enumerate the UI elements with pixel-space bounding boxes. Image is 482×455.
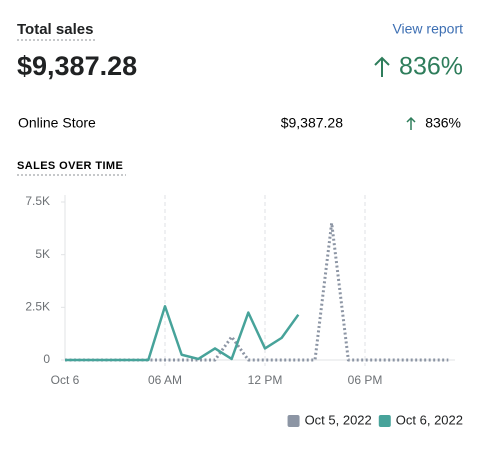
view-report-link[interactable]: View report: [392, 21, 463, 37]
x-tick-label: 06 AM: [148, 373, 182, 387]
y-tick-label: 5K: [35, 247, 50, 261]
legend-swatch: [287, 415, 300, 427]
x-tick-label: 12 PM: [248, 373, 283, 387]
channel-name: Online Store: [18, 115, 96, 131]
up-arrow: [374, 56, 390, 77]
card-title: Total sales: [17, 21, 93, 38]
y-tick-label: 0: [43, 352, 50, 366]
total-sales: $9,387.28: [17, 51, 137, 81]
x-tick-label: Oct 6: [51, 373, 80, 387]
legend-label: Oct 6, 2022: [396, 412, 463, 427]
series-line: [65, 221, 449, 362]
legend-label: Oct 5, 2022: [305, 412, 372, 427]
legend-swatch: [378, 415, 391, 427]
y-tick-label: 2.5K: [25, 300, 50, 314]
chart-title: SALES OVER TIME: [17, 160, 123, 172]
up-arrow: [406, 116, 416, 130]
x-tick-label: 06 PM: [348, 373, 383, 387]
channel-change: 836%: [425, 115, 461, 131]
total-change: 836%: [399, 53, 463, 81]
channel-sales: $9,387.28: [281, 115, 343, 131]
series-line: [65, 305, 300, 362]
y-tick-label: 7.5K: [25, 194, 50, 208]
